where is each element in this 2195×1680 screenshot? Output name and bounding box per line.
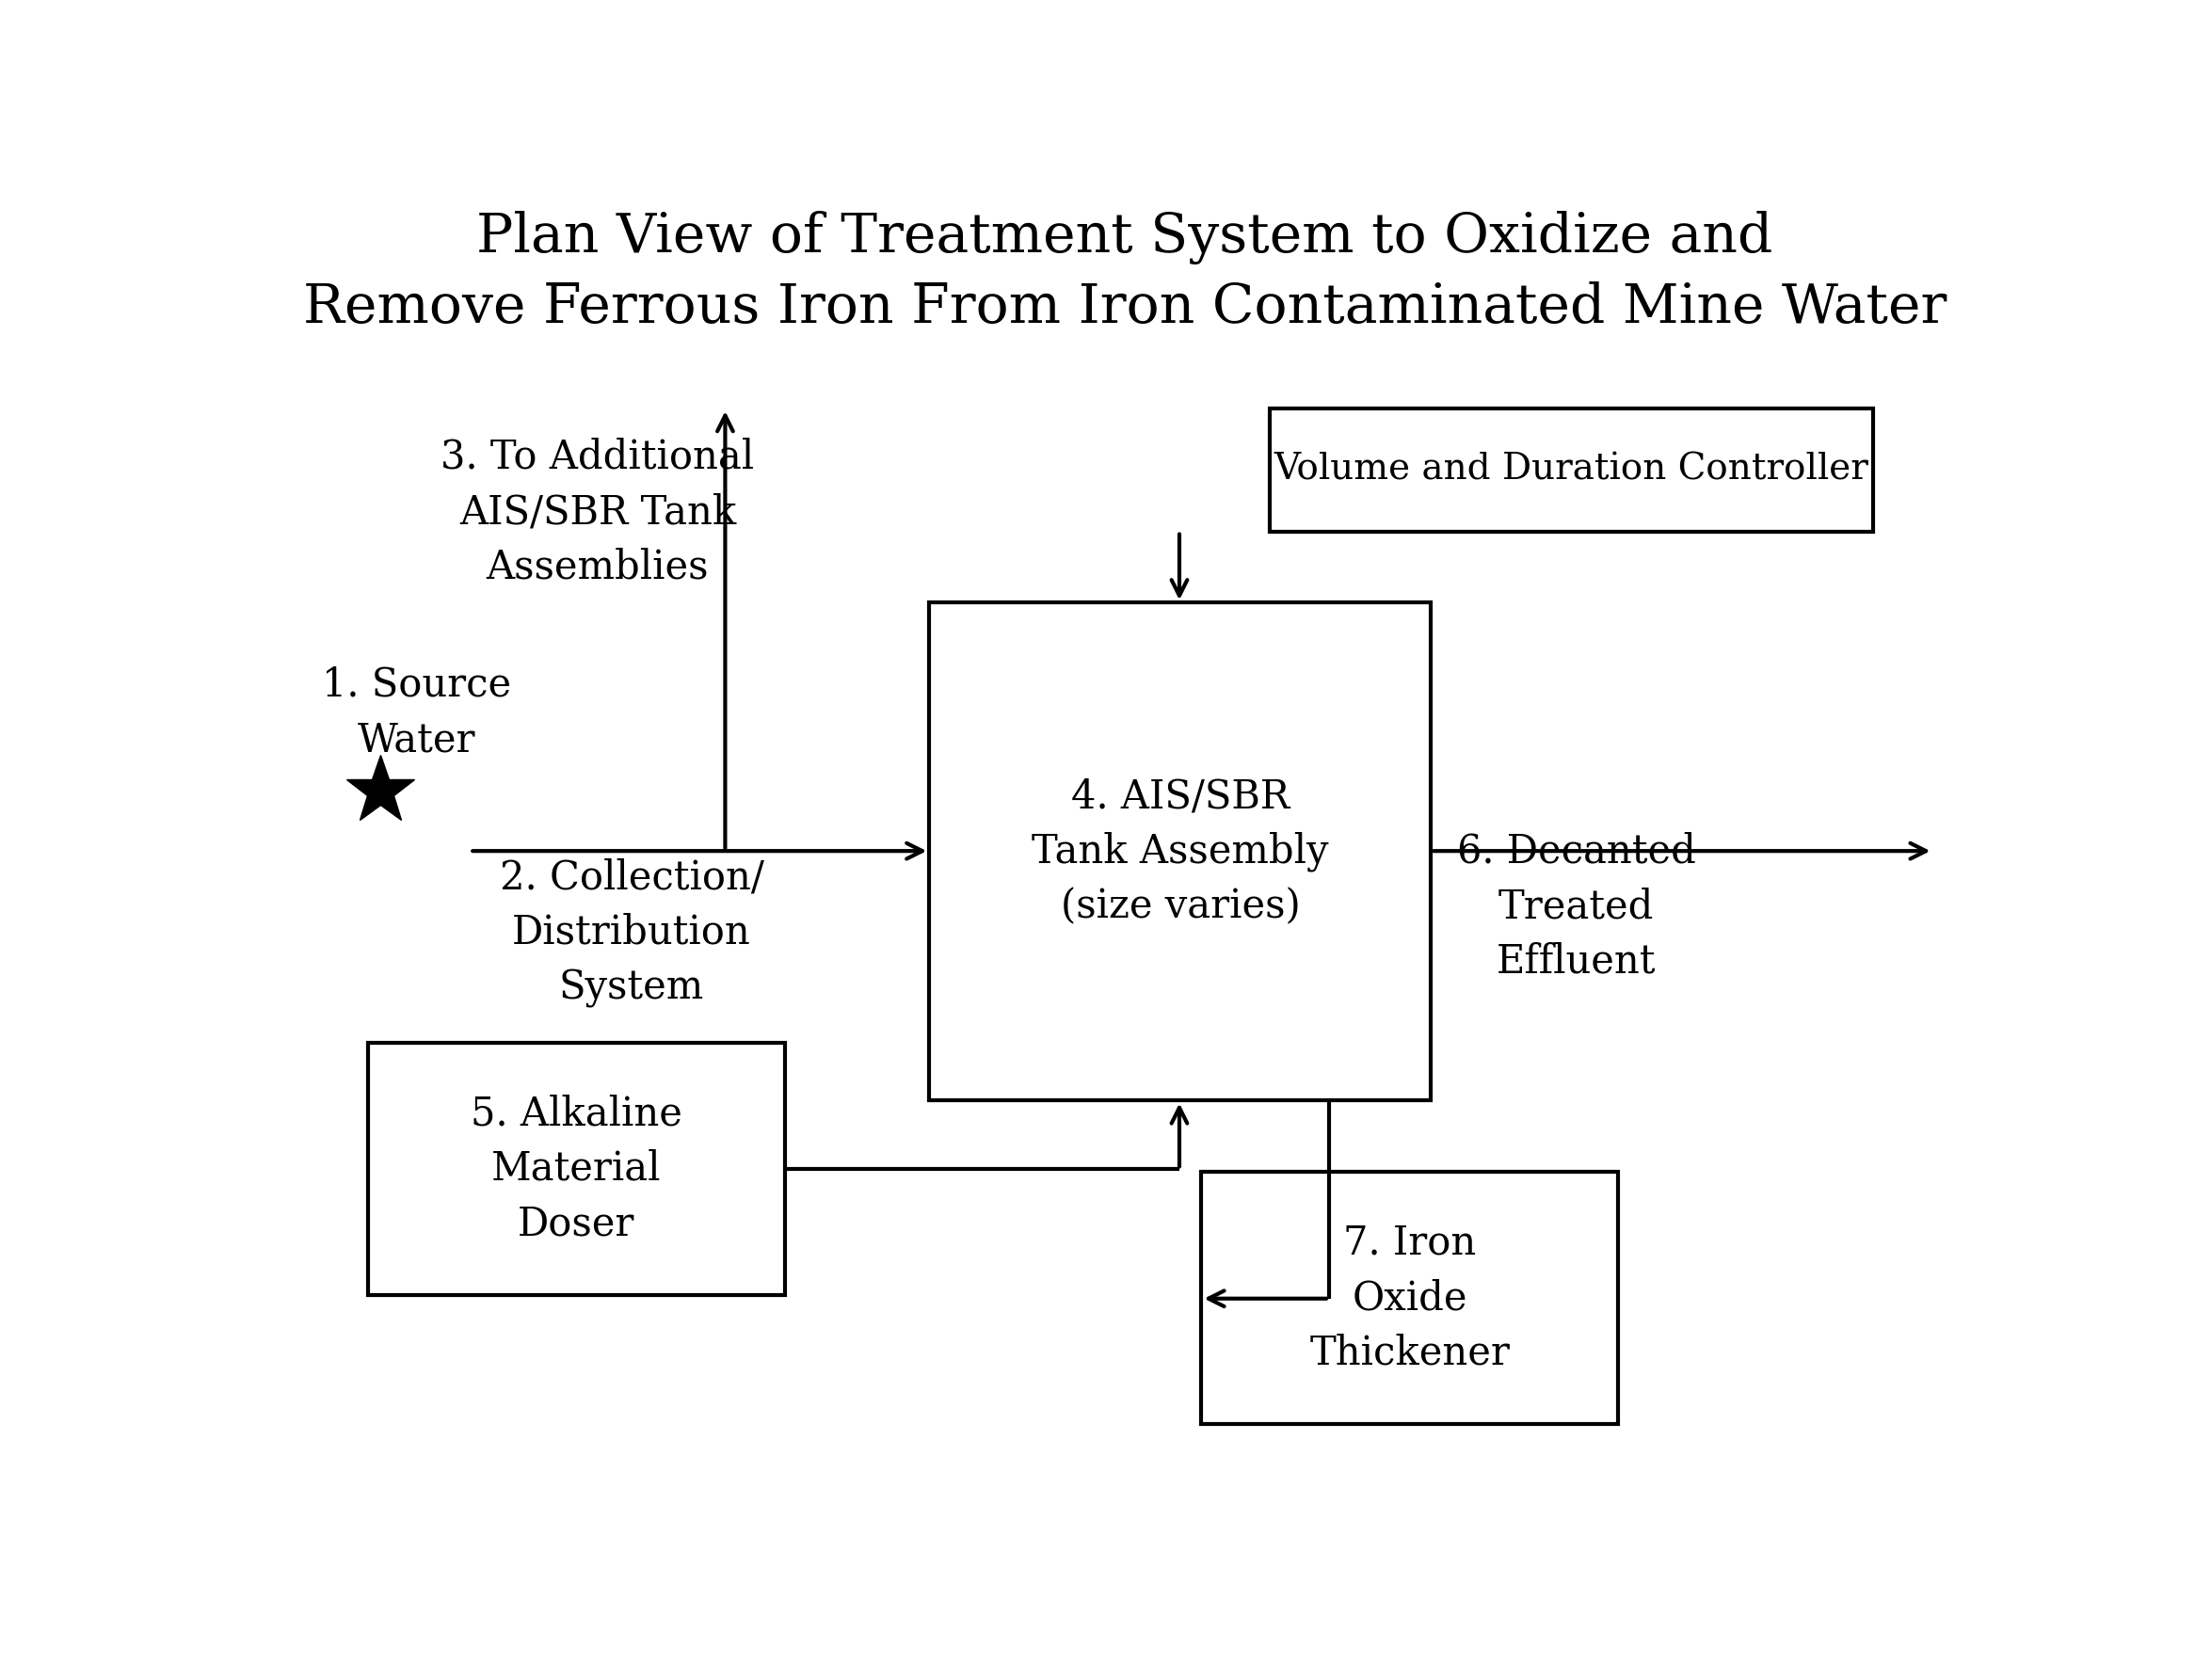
FancyBboxPatch shape xyxy=(1269,408,1875,531)
FancyBboxPatch shape xyxy=(928,603,1431,1100)
Text: Volume and Duration Controller: Volume and Duration Controller xyxy=(1273,452,1868,487)
Text: Plan View of Treatment System to Oxidize and
Remove Ferrous Iron From Iron Conta: Plan View of Treatment System to Oxidize… xyxy=(303,212,1947,334)
Text: 6. Decanted
Treated
Effluent: 6. Decanted Treated Effluent xyxy=(1457,832,1695,981)
Text: 5. Alkaline
Material
Doser: 5. Alkaline Material Doser xyxy=(470,1094,683,1243)
Text: 7. Iron
Oxide
Thickener: 7. Iron Oxide Thickener xyxy=(1310,1223,1510,1373)
Text: 1. Source
Water: 1. Source Water xyxy=(323,665,511,759)
FancyBboxPatch shape xyxy=(1201,1173,1618,1425)
Text: 3. To Additional
AIS/SBR Tank
Assemblies: 3. To Additional AIS/SBR Tank Assemblies xyxy=(441,437,755,586)
FancyBboxPatch shape xyxy=(369,1042,786,1295)
Text: 4. AIS/SBR
Tank Assembly
(size varies): 4. AIS/SBR Tank Assembly (size varies) xyxy=(1032,776,1328,927)
Text: 2. Collection/
Distribution
System: 2. Collection/ Distribution System xyxy=(500,857,764,1008)
